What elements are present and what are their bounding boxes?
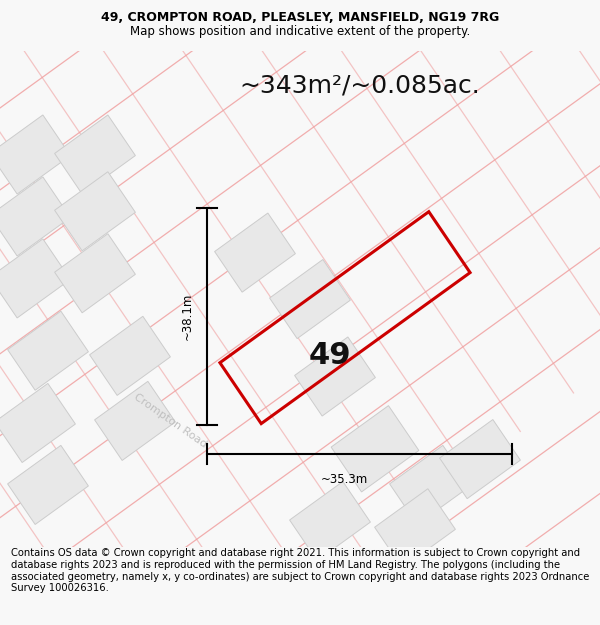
Polygon shape [89,316,170,396]
Polygon shape [269,259,350,339]
Polygon shape [8,311,88,390]
Polygon shape [0,383,76,462]
Text: Crompton Road: Crompton Road [132,392,208,450]
Text: 49, CROMPTON ROAD, PLEASLEY, MANSFIELD, NG19 7RG: 49, CROMPTON ROAD, PLEASLEY, MANSFIELD, … [101,11,499,24]
Text: Map shows position and indicative extent of the property.: Map shows position and indicative extent… [130,26,470,39]
Polygon shape [0,177,70,256]
Polygon shape [440,419,520,499]
Polygon shape [295,337,376,416]
Polygon shape [215,213,295,292]
Polygon shape [55,234,136,312]
Polygon shape [290,481,370,561]
Polygon shape [95,381,175,461]
Polygon shape [0,115,70,194]
Text: ~343m²/~0.085ac.: ~343m²/~0.085ac. [239,74,481,98]
Polygon shape [55,115,136,194]
Polygon shape [8,446,88,524]
Polygon shape [331,406,419,492]
Text: ~38.1m: ~38.1m [181,293,193,340]
Polygon shape [389,446,470,524]
Polygon shape [55,172,136,251]
Text: Contains OS data © Crown copyright and database right 2021. This information is : Contains OS data © Crown copyright and d… [11,549,589,593]
Text: 49: 49 [308,341,352,371]
Polygon shape [374,489,455,568]
Text: ~35.3m: ~35.3m [320,472,368,486]
Polygon shape [0,239,70,318]
